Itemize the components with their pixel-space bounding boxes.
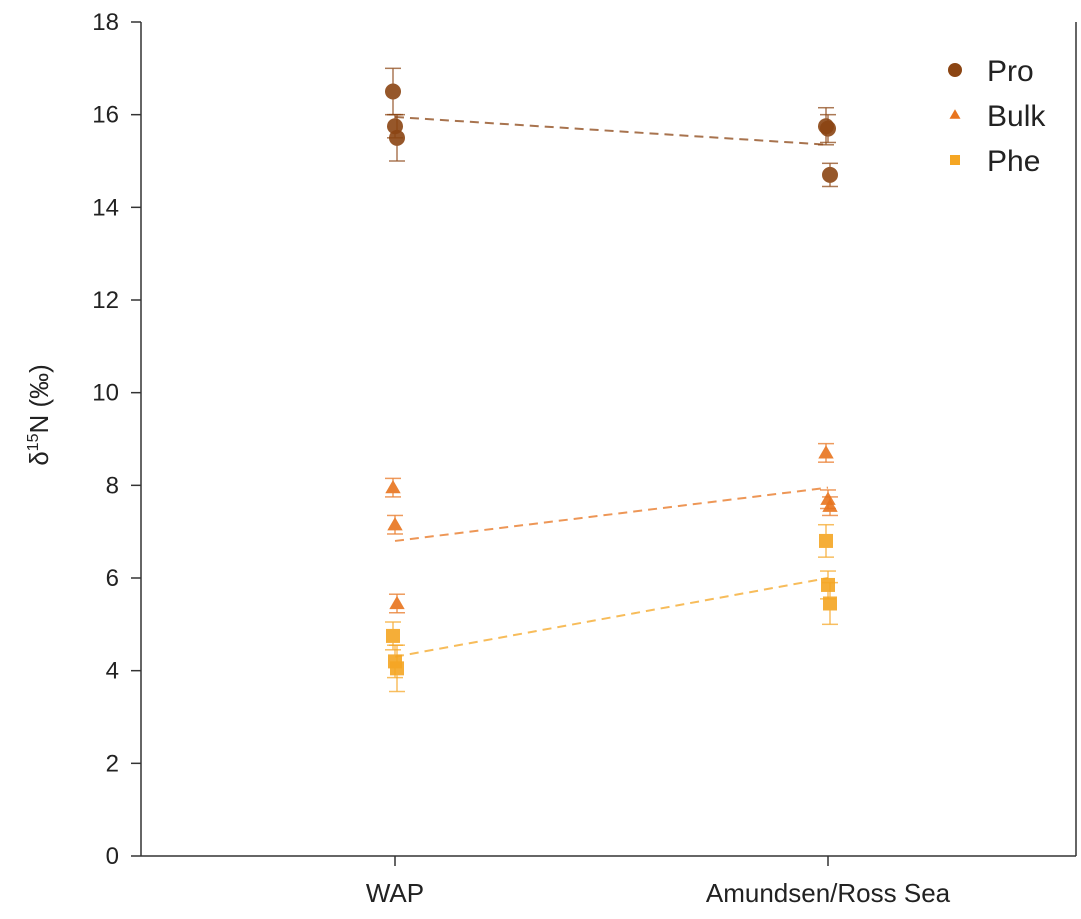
square-marker — [386, 628, 400, 643]
y-tick-label: 18 — [92, 9, 119, 36]
trend-line-bulk — [394, 486, 829, 542]
legend-label-pro: Pro — [987, 55, 1034, 88]
triangle-marker — [818, 445, 834, 459]
legend-marker-bulk — [949, 109, 961, 119]
triangle-marker — [387, 517, 403, 531]
y-tick-label: 12 — [92, 287, 119, 314]
y-tick-label: 0 — [106, 843, 119, 870]
y-tick-label: 10 — [92, 380, 119, 407]
trend-lines — [394, 115, 829, 658]
circle-marker — [820, 120, 836, 137]
data-point-bulk — [818, 442, 834, 463]
data-point-bulk — [822, 496, 838, 517]
data-points — [385, 67, 838, 693]
x-category-label: WAP — [366, 878, 424, 908]
circle-marker — [822, 166, 838, 183]
data-point-bulk — [387, 514, 403, 535]
legend: Pro Bulk Phe — [948, 55, 1046, 178]
data-point-phe — [822, 581, 838, 626]
data-point-pro — [822, 162, 838, 188]
y-tick-label: 14 — [92, 194, 119, 221]
circle-marker — [385, 83, 401, 100]
data-point-phe — [389, 644, 405, 693]
triangle-marker — [820, 491, 836, 505]
data-point-phe — [385, 621, 401, 651]
y-tick-label: 2 — [106, 750, 119, 777]
square-marker — [819, 533, 833, 548]
triangle-marker — [822, 498, 838, 512]
y-axis-title: δ15N (‰) — [24, 364, 54, 466]
data-point-pro — [385, 67, 401, 116]
triangle-marker — [389, 595, 405, 610]
y-axis-title-main: N (‰) — [24, 364, 54, 433]
y-tick-label: 8 — [106, 472, 119, 499]
y-axis-title-delta: δ — [24, 451, 54, 465]
data-point-pro — [389, 113, 405, 162]
trend-line-phe — [394, 577, 829, 658]
x-category-label: Amundsen/Ross Sea — [706, 878, 951, 908]
y-axis-ticks: 0 2 4 6 8 10 12 14 16 18 — [92, 9, 141, 870]
legend-marker-pro — [948, 63, 962, 77]
circle-marker — [389, 129, 405, 146]
trend-line-pro — [394, 115, 829, 146]
data-point-pro — [820, 113, 836, 144]
plot-frame — [140, 22, 1077, 857]
data-point-bulk — [389, 593, 405, 614]
x-axis-labels: WAP Amundsen/Ross Sea — [366, 856, 951, 908]
data-point-phe — [818, 523, 834, 558]
y-tick-label: 4 — [106, 658, 119, 685]
data-point-phe — [820, 570, 836, 600]
data-point-bulk — [385, 477, 401, 498]
square-marker — [821, 577, 835, 592]
legend-label-bulk: Bulk — [987, 100, 1046, 133]
legend-label-phe: Phe — [987, 145, 1040, 178]
y-axis-title-superscript: 15 — [25, 433, 42, 451]
y-tick-label: 6 — [106, 565, 119, 592]
legend-marker-phe — [950, 155, 960, 165]
square-marker — [390, 661, 404, 676]
square-marker — [823, 596, 837, 611]
triangle-marker — [385, 480, 401, 494]
y-tick-label: 16 — [92, 102, 119, 129]
